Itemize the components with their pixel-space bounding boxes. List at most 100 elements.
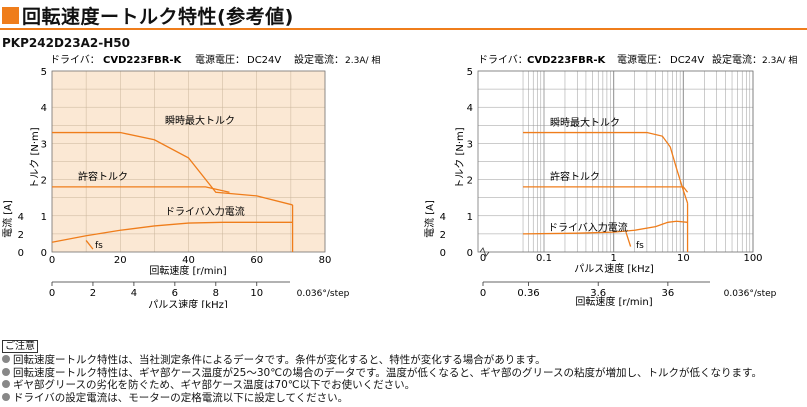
supply-label: 電源電圧： [617,53,667,66]
driver-label: ドライバ： [478,54,528,66]
series-line-0 [52,131,293,206]
y-axis-label: トルク [N·m] [29,127,41,188]
y-tick-label: 5 [41,67,47,78]
plot-frame [477,70,754,253]
series-line-3 [625,231,632,247]
series-label-allow-torque: 許容トルク [550,170,600,183]
x2-tick-label: 6 [172,288,178,299]
y2-tick-label: 0 [440,248,446,259]
x2-tick-label: 0.36 [517,288,539,299]
y-tick-label: 2 [467,176,473,187]
x2-tick-label: 3.6 [590,288,606,299]
y2-axis-label: 電流 [A] [1,200,14,238]
current-label: 設定電流： [712,53,762,66]
x-tick-label: 80 [319,255,332,266]
y-tick-label: 3 [41,139,47,150]
x2-tick-label: 4 [131,288,137,299]
note-item: ドライバの設定電流は、モーターの定格電流以下に設定してください。 [2,392,762,405]
x-tick-label: 60 [250,255,263,266]
supply-value: DC24V [670,55,704,66]
series-line-2 [523,220,688,235]
y2-tick-label: 4 [18,212,24,223]
page-title: 回転速度ートルク特性(参考値) [22,5,294,28]
x2-tick-label: 0 [480,288,486,299]
note-item: 回転速度ートルク特性は、ギヤ部ケース温度が25～30℃の場合のデータです。温度が… [2,367,762,380]
plot-frame [51,70,326,253]
x-tick-label: 0.1 [536,253,552,264]
x2-extra-label: 0.036°/step [724,289,777,299]
y2-tick-label: 4 [440,212,446,223]
x2-tick-label: 36 [662,288,675,299]
axis-break-icon [479,247,490,257]
notes-heading: ご注意 [2,340,38,353]
driver-name: CVD223FBR-K [527,55,607,66]
y-axis-label: トルク [N·m] [454,127,466,188]
series-line-3 [85,240,94,250]
current-value: 2.3A/ 相 [762,54,797,66]
series-line-2 [51,221,293,243]
y-tick-label: 5 [467,67,473,78]
y-tick-label: 0 [467,248,473,259]
x-tick-label: 40 [182,255,195,266]
note-item: 回転速度ートルク特性は、当社測定条件によるデータです。条件が変化すると、特性が変… [2,354,762,367]
x2-tick-label: 8 [213,288,219,299]
fs-label: fs [95,241,103,251]
y2-tick-label: 2 [440,230,446,241]
x-tick-label: 0 [480,253,486,264]
tick-labels: 0 0.1 1 10 100 0 1 2 3 4 5 0 2 4 0 0.36 3.6 36 [440,67,763,299]
series-line-0 [523,131,689,204]
x2-tick-label: 10 [250,288,263,299]
fs-label: fs [636,241,644,251]
title-bar: 回転速度ートルク特性(参考値) [2,2,294,28]
x2-axis-label: 回転速度 [r/min] [575,295,652,308]
current-label: 設定電流： [294,53,344,66]
series-label-allow-torque: 許容トルク [78,170,128,183]
y-tick-label: 3 [467,139,473,150]
x2-tick-label: 2 [90,288,96,299]
series-lines [51,131,294,252]
bullet-icon [2,380,10,389]
x-tick-label: 10 [677,253,690,264]
bullet-icon [2,367,10,376]
series-lines [523,131,689,252]
title-marker-icon [2,6,19,24]
y-tick-label: 1 [41,212,47,223]
chart-left: ドライバ： CVD223FBR-K 電源電圧： DC24V 設定電流： 2.3A… [1,53,380,308]
y2-axis-label: 電流 [A] [423,200,436,238]
notes: ご注意 回転速度ートルク特性は、当社測定条件によるデータです。条件が変化すると、… [2,340,762,405]
x2-extra-label: 0.036°/step [297,289,350,299]
x-axis-label: パルス速度 [kHz] [574,262,654,275]
series-label-max-torque: 瞬時最大トルク [165,114,235,127]
series-label-input-current: ドライバ入力電流 [548,221,628,234]
x-tick-label: 20 [114,255,127,266]
series-label-input-current: ドライバ入力電流 [165,205,245,218]
y-tick-label: 4 [467,103,473,114]
driver-name: CVD223FBR-K [103,55,183,66]
series-label-max-torque: 瞬時最大トルク [550,116,620,129]
model-number: PKP242D23A2-H50 [2,36,130,50]
current-value: 2.3A/ 相 [345,54,380,66]
chart-right: ドライバ： CVD223FBR-K 電源電圧： DC24V 設定電流： 2.3A… [423,53,797,308]
title-underline [0,28,807,30]
y2-tick-label: 2 [18,230,24,241]
y-tick-label: 0 [41,248,47,259]
bullet-icon [2,393,10,402]
x-tick-label: 1 [610,253,616,264]
x-tick-label: 0 [49,255,55,266]
y-tick-label: 1 [467,212,473,223]
y2-tick-label: 0 [18,248,24,259]
x2-tick-label: 0 [49,288,55,299]
x2-axis-label: パルス速度 [kHz] [148,298,228,308]
x-axis-label: 回転速度 [r/min] [149,264,226,277]
supply-value: DC24V [247,55,281,66]
x-tick-label: 100 [743,253,762,264]
series-line-1 [52,186,230,193]
y-tick-label: 2 [41,176,47,187]
series-line-1 [523,186,689,193]
y-tick-label: 4 [41,103,47,114]
note-item: ギヤ部グリースの劣化を防ぐため、ギヤ部ケース温度は70℃以下でお使いください。 [2,379,762,392]
bullet-icon [2,355,10,363]
driver-label: ドライバ： [50,54,100,66]
supply-label: 電源電圧： [195,53,245,66]
